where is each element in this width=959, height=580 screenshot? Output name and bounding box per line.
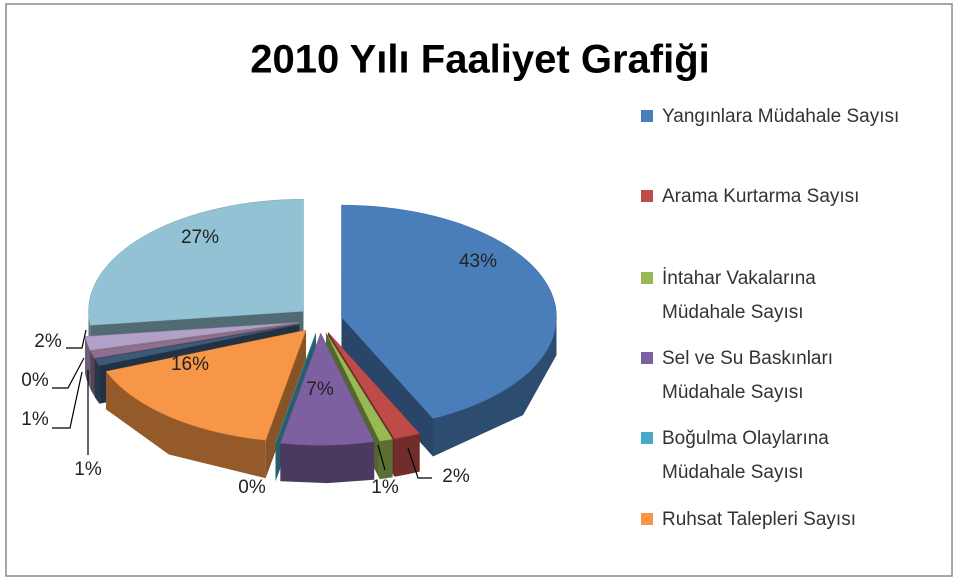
slice-side — [90, 351, 95, 397]
slice-side — [280, 441, 375, 484]
pie-slice — [280, 332, 375, 446]
data-label: 27% — [181, 227, 219, 248]
data-label: 2% — [34, 331, 62, 352]
slice-side — [379, 439, 393, 480]
data-label: 1% — [21, 409, 49, 430]
pie-slice — [94, 324, 300, 366]
legend-swatch — [641, 513, 653, 525]
legend-item: Ruhsat Talepleri Sayısı — [638, 503, 938, 537]
legend-item: Boğulma Olaylarına Müdahale Sayısı — [638, 422, 938, 490]
data-label: 1% — [371, 477, 399, 498]
slice-side — [85, 336, 91, 389]
legend-item: İntahar Vakalarına Müdahale Sayısı — [638, 262, 938, 330]
pie-slice — [275, 332, 317, 444]
legend-item: Yangınlara Müdahale Sayısı — [638, 100, 938, 134]
chart-title: 2010 Yılı Faaliyet Grafiği — [250, 38, 710, 82]
legend-swatch — [641, 352, 653, 364]
data-label: 16% — [171, 354, 209, 375]
data-label: 43% — [459, 251, 497, 272]
pie-slice — [90, 323, 299, 359]
legend-swatch — [641, 272, 653, 284]
legend-label: Yangınlara Müdahale Sayısı — [662, 106, 900, 127]
pie-slice-group — [341, 204, 557, 457]
pie-slice — [325, 332, 394, 442]
pie-slice — [105, 329, 307, 441]
pie-slice-group — [280, 332, 375, 484]
legend-label: Ruhsat Talepleri Sayısı — [662, 509, 856, 530]
slice-side — [394, 433, 420, 477]
slice-side — [433, 317, 557, 457]
leader-line — [52, 371, 83, 429]
slice-side — [106, 371, 266, 479]
data-label: 0% — [238, 477, 266, 498]
pie-slice — [327, 332, 421, 440]
legend-item: Sel ve Su Baskınları Müdahale Sayısı — [638, 342, 938, 410]
data-label: 1% — [74, 459, 102, 480]
slice-side — [94, 359, 100, 404]
leader-line — [407, 447, 432, 479]
legend-label: Sel ve Su Baskınları Müdahale Sayısı — [662, 348, 834, 403]
leader-line — [66, 329, 87, 349]
legend-item: Arama Kurtarma Sayısı — [638, 180, 938, 214]
pie-slice — [88, 199, 304, 326]
pie-slice-group — [105, 329, 307, 479]
leader-line — [52, 357, 85, 389]
slice-wall — [341, 317, 434, 457]
legend-swatch — [641, 432, 653, 444]
legend-label: İntahar Vakalarına Müdahale Sayısı — [662, 268, 816, 323]
data-label: 7% — [306, 379, 334, 400]
legend-label: Arama Kurtarma Sayısı — [662, 186, 860, 207]
legend-label: Boğulma Olaylarına Müdahale Sayısı — [662, 428, 829, 483]
pie-slice — [341, 204, 557, 419]
data-label: 0% — [21, 370, 49, 391]
data-label: 2% — [442, 466, 470, 487]
pie-slice — [90, 323, 299, 352]
legend-swatch — [641, 110, 653, 122]
legend-swatch — [641, 190, 653, 202]
pie-slice — [84, 322, 299, 351]
leader-line — [377, 444, 386, 471]
